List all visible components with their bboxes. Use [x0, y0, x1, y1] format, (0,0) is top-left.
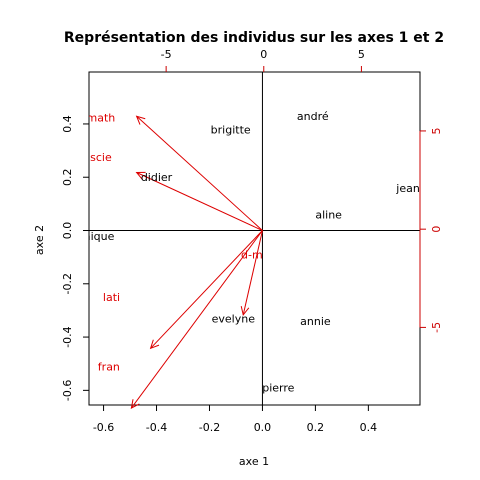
secondary-y-tick-label: -5	[430, 322, 443, 333]
x-tick-label: -0.4	[146, 421, 167, 434]
x-tick-label: 0.4	[360, 421, 378, 434]
secondary-y-tick-label: 5	[430, 127, 443, 134]
variable-arrow-scie	[136, 172, 263, 231]
variable-arrow-math	[136, 115, 263, 231]
secondary-x-tick-label: 5	[358, 48, 365, 61]
secondary-x-tick-label: -5	[161, 48, 172, 61]
variable-arrow-d-m	[242, 230, 263, 316]
individual-label-onique: onique	[77, 230, 115, 243]
variable-arrow-lati	[150, 230, 263, 349]
individual-label-aline: aline	[315, 209, 342, 222]
individual-label-brigitte: brigitte	[211, 123, 251, 136]
secondary-y-tick-label: 0	[430, 226, 443, 233]
variable-arrow-fran	[130, 230, 263, 409]
x-tick-label: -0.6	[93, 421, 114, 434]
variable-label-lati: lati	[103, 291, 120, 304]
individual-label-annie: annie	[300, 315, 331, 328]
variable-label-scie: scie	[90, 151, 112, 164]
variable-label-fran: fran	[98, 360, 120, 373]
individual-label-didier: didier	[141, 171, 173, 184]
variable-label-math: math	[87, 111, 116, 124]
y-tick-label: 0.2	[61, 168, 74, 186]
chart-title: Représentation des individus sur les axe…	[64, 30, 444, 46]
x-tick-label: 0.2	[307, 421, 325, 434]
variable-label-d-m: d-m	[241, 248, 263, 261]
x-tick-label: -0.2	[199, 421, 220, 434]
x-tick-label: 0.0	[254, 421, 272, 434]
variable-arrowhead-fran	[130, 399, 140, 410]
y-axis-label: axe 2	[33, 225, 46, 255]
y-tick-label: 0.0	[61, 222, 74, 240]
y-tick-label: -0.2	[61, 273, 74, 294]
secondary-x-tick-label: 0	[260, 48, 267, 61]
variable-arrowhead-math	[135, 115, 146, 125]
individual-label-pierre: pierre	[262, 382, 294, 395]
y-tick-label: 0.4	[61, 115, 74, 133]
individual-label-evelyne: evelyne	[212, 312, 256, 325]
variable-arrowhead-scie	[135, 171, 146, 180]
x-axis-label: axe 1	[239, 455, 269, 468]
individual-label-andré: andré	[297, 110, 329, 123]
y-tick-label: -0.4	[61, 326, 74, 347]
plot-layer: -0.6 -0.4 -0.2 0.0 0.2 0.4 -0.6 -0.4 -0.2 0.0 0.2 0…	[61, 48, 443, 434]
y-tick-label: -0.6	[61, 380, 74, 401]
individual-label-jean: jean	[395, 182, 420, 195]
variable-arrowhead-d-m	[240, 306, 250, 317]
variable-arrowhead-lati	[149, 339, 160, 350]
